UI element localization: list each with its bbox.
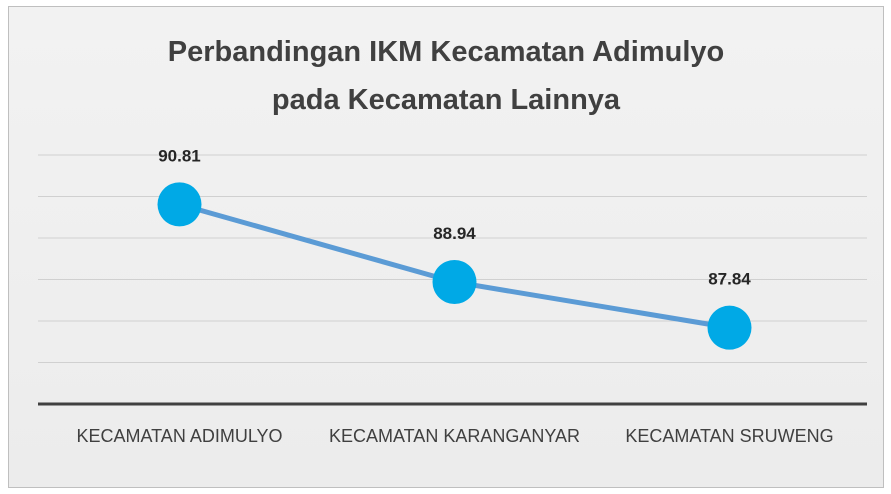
marker	[157, 182, 202, 227]
data-label: 88.94	[433, 224, 476, 243]
x-tick-label: KECAMATAN ADIMULYO	[76, 426, 283, 446]
x-tick-label: KECAMATAN KARANGANYAR	[328, 426, 581, 446]
chart-area	[8, 6, 884, 488]
marker	[707, 305, 752, 350]
x-tick-label: KECAMATAN SRUWENG	[625, 426, 834, 446]
data-label: 87.84	[708, 270, 751, 289]
marker	[432, 259, 477, 304]
chart-title: Perbandingan IKM Kecamatan Adimulyo pada…	[167, 36, 725, 116]
data-label: 90.81	[158, 146, 201, 165]
